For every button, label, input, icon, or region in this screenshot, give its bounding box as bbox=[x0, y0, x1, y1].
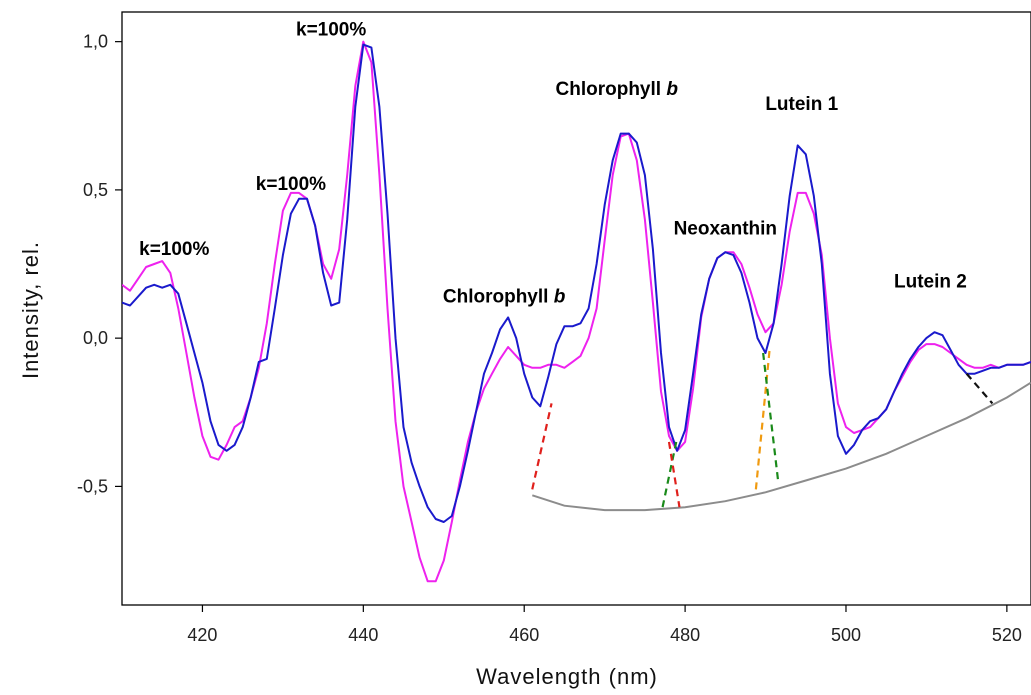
y-tick-label: 0,0 bbox=[83, 328, 108, 348]
annotation-k1: k=100% bbox=[139, 239, 209, 260]
annotation-lut1: Lutein 1 bbox=[765, 94, 838, 115]
series-line-blue bbox=[122, 43, 1031, 523]
y-tick-label: -0,5 bbox=[77, 476, 108, 496]
annotation-neo: Neoxanthin bbox=[674, 218, 777, 239]
dashed-line-5 bbox=[965, 373, 994, 405]
annotation-k3: k=100% bbox=[296, 20, 366, 41]
x-tick-label: 440 bbox=[348, 625, 378, 645]
annotation-chl2: Chlorophyll b bbox=[556, 79, 679, 100]
annotations: k=100% k=100% k=100% Chlorophyll b Chlorophy… bbox=[139, 20, 967, 308]
x-axis-title: Wavelength (nm) bbox=[476, 664, 658, 689]
annotation-k2: k=100% bbox=[256, 174, 326, 195]
dashed-lines bbox=[531, 349, 994, 508]
x-tick-label: 520 bbox=[992, 625, 1022, 645]
y-tick-label: 1,0 bbox=[83, 32, 108, 52]
plot-frame bbox=[121, 11, 1031, 606]
dashed-line-4 bbox=[762, 352, 780, 484]
y-axis-title: Intensity, rel. bbox=[18, 241, 43, 379]
annotation-lut2: Lutein 2 bbox=[894, 272, 967, 293]
dashed-line-2 bbox=[667, 441, 681, 508]
x-tick-label: 480 bbox=[670, 625, 700, 645]
x-tick-label: 500 bbox=[831, 625, 861, 645]
x-tick-label: 420 bbox=[187, 625, 217, 645]
annotation-chl1: Chlorophyll b bbox=[443, 287, 566, 308]
dashed-line-1 bbox=[661, 441, 678, 508]
dashed-line-3 bbox=[754, 349, 771, 490]
y-tick-label: 0,5 bbox=[83, 180, 108, 200]
x-tick-label: 460 bbox=[509, 625, 539, 645]
axis-ticks: 420 440 460 480 500 520 1,0 0,5 0,0 -0,5 bbox=[77, 32, 1022, 645]
dashed-line-0 bbox=[531, 403, 553, 490]
baseline-curve bbox=[531, 381, 1031, 512]
series-line-magenta bbox=[122, 40, 1031, 583]
series-layer bbox=[122, 40, 1031, 583]
